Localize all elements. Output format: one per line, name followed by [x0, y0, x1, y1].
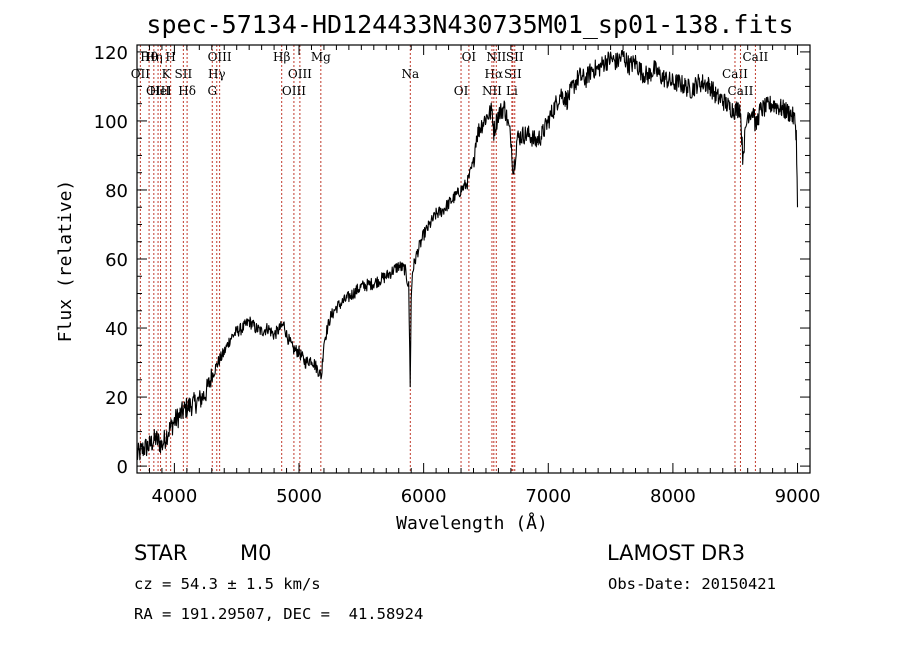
spectral-line-markers: HθOIIOIIIHηKHeIHSIIHδOIIIHγGHβOIIIOIIIMg…	[131, 45, 769, 473]
spectral-line-label: NII	[482, 84, 502, 98]
spectral-line-label: NII	[486, 50, 506, 64]
spectral-line-label: SII	[175, 67, 193, 81]
axis-ticks: 4000 5000 6000 7000 8000 9000 0 20 40 60 80 100 120	[94, 43, 821, 507]
x-tick-label: 5000	[276, 486, 322, 507]
object-class: STAR	[134, 541, 188, 565]
object-subclass: M0	[240, 541, 272, 565]
y-tick-label: 40	[105, 319, 128, 340]
survey-name: LAMOST DR3	[607, 541, 746, 565]
spectrum-series	[136, 49, 799, 461]
spectral-line-label: OII	[131, 67, 151, 81]
plot-frame	[136, 44, 811, 474]
spectral-line-label: OI	[462, 50, 477, 64]
spectral-line-label: Hη	[145, 50, 163, 64]
spectral-line-label: CaII	[728, 84, 754, 98]
spectral-line-label: Hα	[485, 67, 504, 81]
redshift-text: cz = 54.3 ± 1.5 km/s	[134, 575, 321, 593]
spectral-line-label: SII	[504, 67, 522, 81]
spectral-line-label: Hβ	[273, 50, 290, 64]
spectral-line-label: OI	[454, 84, 469, 98]
spectral-line-label: Li	[506, 84, 518, 98]
x-tick-label: 7000	[525, 486, 571, 507]
spectral-line-label: SII	[506, 50, 524, 64]
x-axis-label: Wavelength (Å)	[396, 512, 548, 534]
x-tick-label: 4000	[151, 486, 197, 507]
spectral-line-label: OIII	[208, 50, 232, 64]
x-tick-label: 8000	[650, 486, 696, 507]
spectral-line-label: Na	[401, 67, 419, 81]
spectral-line-label: H	[165, 50, 175, 64]
y-tick-label: 20	[105, 388, 128, 409]
spectral-line-label: OIII	[282, 84, 306, 98]
spectrum-line	[136, 49, 799, 461]
spectral-line-label: G	[207, 84, 217, 98]
y-tick-label: 0	[117, 457, 128, 478]
y-tick-label: 80	[105, 181, 128, 202]
y-tick-label: 120	[94, 43, 128, 64]
y-tick-label: 100	[94, 112, 128, 133]
spectral-line-label: CaII	[742, 50, 768, 64]
spectral-line-label: CaII	[722, 67, 748, 81]
spectral-line-label: Hδ	[178, 84, 196, 98]
chart-title: spec-57134-HD124433N430735M01_sp01-138.f…	[146, 10, 793, 39]
y-axis-label: Flux (relative)	[55, 180, 76, 343]
spectral-line-label: Mg	[311, 50, 331, 64]
obs-date-text: Obs-Date: 20150421	[608, 575, 776, 593]
x-tick-label: 6000	[401, 486, 447, 507]
coordinates-text: RA = 191.29507, DEC = 41.58924	[134, 605, 424, 623]
spectral-line-label: OIII	[288, 67, 312, 81]
spectral-line-label: HeI	[149, 84, 172, 98]
spectral-line-label: Hγ	[208, 67, 226, 81]
x-tick-label: 9000	[775, 486, 821, 507]
y-tick-label: 60	[105, 250, 128, 271]
spectral-line-label: K	[162, 67, 172, 81]
spectral-line-label: OIII	[146, 84, 170, 98]
